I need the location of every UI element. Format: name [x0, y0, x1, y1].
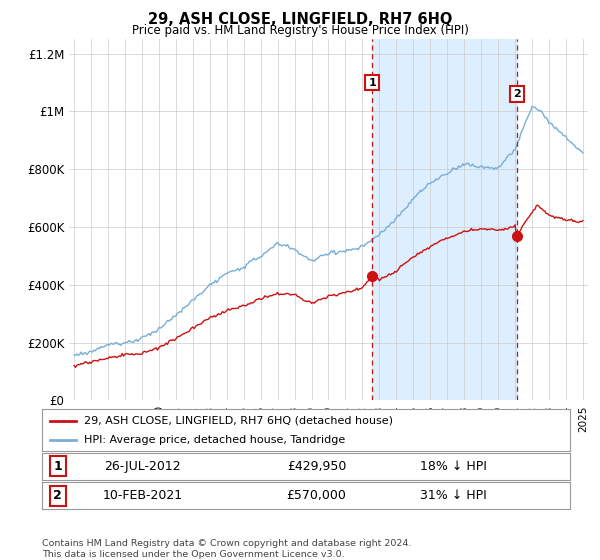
Text: 31% ↓ HPI: 31% ↓ HPI: [421, 489, 487, 502]
Text: 2: 2: [513, 89, 521, 99]
Text: Contains HM Land Registry data © Crown copyright and database right 2024.
This d: Contains HM Land Registry data © Crown c…: [42, 539, 412, 559]
Text: 1: 1: [53, 460, 62, 473]
Text: HPI: Average price, detached house, Tandridge: HPI: Average price, detached house, Tand…: [84, 435, 346, 445]
Text: 1: 1: [368, 77, 376, 87]
Text: 18% ↓ HPI: 18% ↓ HPI: [421, 460, 487, 473]
Text: £570,000: £570,000: [287, 489, 346, 502]
Text: Price paid vs. HM Land Registry's House Price Index (HPI): Price paid vs. HM Land Registry's House …: [131, 24, 469, 36]
Text: 29, ASH CLOSE, LINGFIELD, RH7 6HQ (detached house): 29, ASH CLOSE, LINGFIELD, RH7 6HQ (detac…: [84, 416, 393, 426]
Text: £429,950: £429,950: [287, 460, 346, 473]
Text: 2: 2: [53, 489, 62, 502]
Bar: [372, 39, 517, 400]
Text: 26-JUL-2012: 26-JUL-2012: [104, 460, 181, 473]
Text: 10-FEB-2021: 10-FEB-2021: [102, 489, 182, 502]
Text: 29, ASH CLOSE, LINGFIELD, RH7 6HQ: 29, ASH CLOSE, LINGFIELD, RH7 6HQ: [148, 12, 452, 27]
